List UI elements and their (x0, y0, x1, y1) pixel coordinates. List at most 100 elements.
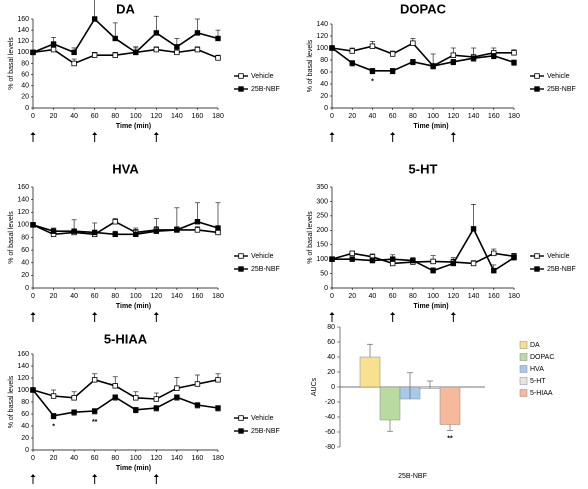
y-tick-label: 100 (316, 45, 328, 52)
y-axis-label: % of basal levels (8, 375, 15, 428)
x-tick-label: 100 (427, 113, 439, 120)
x-tick-label: 160 (192, 113, 204, 120)
x-axis-label: Time (min) (116, 465, 151, 472)
point (112, 52, 118, 58)
y-tick-label: 350 (316, 184, 328, 191)
point (174, 385, 180, 391)
point (470, 55, 477, 61)
y-tick-label: 150 (316, 242, 328, 249)
point (112, 35, 118, 42)
legend-label: DOPAC (530, 354, 554, 361)
legend-marker (238, 73, 244, 79)
point (174, 44, 180, 50)
y-tick-label: 40 (21, 423, 29, 430)
point (491, 267, 497, 274)
y-tick-label: 50 (320, 270, 328, 277)
x-tick-label: 60 (389, 113, 397, 120)
x-axis-label: Time (min) (413, 123, 448, 130)
x-tick-label: 100 (130, 113, 142, 120)
series-line (332, 227, 515, 272)
y-tick-label: 140 (17, 363, 29, 370)
legend-label: 25B-NBF (251, 428, 280, 435)
point (491, 250, 497, 257)
significance: * (371, 79, 374, 86)
y-tick-label: 60 (21, 411, 29, 418)
y-tick-label: 160 (17, 184, 29, 191)
legend-label: 5-HIAA (530, 390, 553, 397)
point (112, 219, 118, 225)
legend-label: Vehicle (251, 73, 274, 80)
y-tick-label: 120 (316, 33, 328, 40)
y-tick-label: 80 (21, 399, 29, 406)
y-tick-label: 0 (25, 105, 29, 112)
y-tick-label: 60 (21, 71, 29, 78)
y-tick-label: 120 (17, 375, 29, 382)
y-tick-label: 0 (25, 285, 29, 292)
x-tick-label: 160 (192, 455, 204, 462)
y-tick-label: 100 (17, 222, 29, 229)
point (50, 41, 57, 47)
point (389, 51, 396, 57)
series-line (32, 220, 219, 236)
legend-label: Vehicle (547, 253, 570, 260)
series-line (32, 48, 219, 65)
y-axis-label: % of basal levels (307, 39, 314, 92)
legend-label: 5-HT (530, 378, 546, 385)
legend-marker (534, 253, 540, 259)
point (30, 387, 36, 393)
point (215, 35, 221, 42)
x-tick-label: 120 (447, 293, 459, 300)
x-axis-label: Time (min) (116, 303, 151, 310)
legend-swatch (519, 353, 528, 361)
point (194, 46, 201, 53)
series-line (331, 42, 514, 68)
legend-marker (238, 86, 244, 92)
arrow-head (92, 474, 98, 477)
arrow-head (329, 132, 335, 135)
x-tick-label: 40 (369, 293, 377, 300)
x-tick-label: 0 (330, 293, 334, 300)
point (349, 250, 355, 257)
legend-swatch (519, 365, 528, 373)
y-tick-label: 40 (21, 83, 29, 90)
point (389, 260, 396, 267)
point (174, 49, 180, 56)
x-tick-label: 120 (150, 113, 162, 120)
y-tick-label: 20 (21, 435, 29, 442)
x-tick-label: 100 (427, 293, 439, 300)
chart-title: 5-HT (409, 161, 438, 176)
y-axis-label: AUCs (311, 377, 318, 396)
point (349, 256, 355, 262)
x-tick-label: 180 (212, 293, 224, 300)
x-tick-label: 0 (330, 113, 334, 120)
y-tick-label: 120 (17, 209, 29, 216)
y-axis-label: % of basal levels (8, 211, 15, 264)
point (511, 50, 517, 56)
x-tick-label: 0 (31, 113, 35, 120)
point (450, 52, 457, 58)
x-tick-label: 60 (91, 113, 99, 120)
legend-swatch (519, 341, 528, 349)
arrow-head (390, 312, 396, 315)
point (215, 229, 221, 236)
point (91, 16, 98, 22)
chart-title: DOPAC (400, 1, 447, 16)
legend-swatch (519, 389, 528, 397)
series-line (331, 252, 515, 265)
point (470, 260, 477, 267)
point (174, 394, 180, 400)
x-tick-label: 80 (409, 293, 417, 300)
x-tick-label: 40 (70, 455, 78, 462)
series-line (32, 378, 219, 400)
chart-title: 5-HIAA (104, 331, 148, 346)
arrow-head (92, 312, 98, 315)
x-tick-label: 80 (111, 113, 119, 120)
x-tick-label: 160 (488, 113, 500, 120)
y-tick-label: 20 (21, 94, 29, 101)
point (153, 46, 160, 53)
point (133, 49, 139, 56)
x-tick-label: 80 (111, 455, 119, 462)
x-tick-label: 40 (70, 113, 78, 120)
arrow-head (30, 474, 36, 477)
